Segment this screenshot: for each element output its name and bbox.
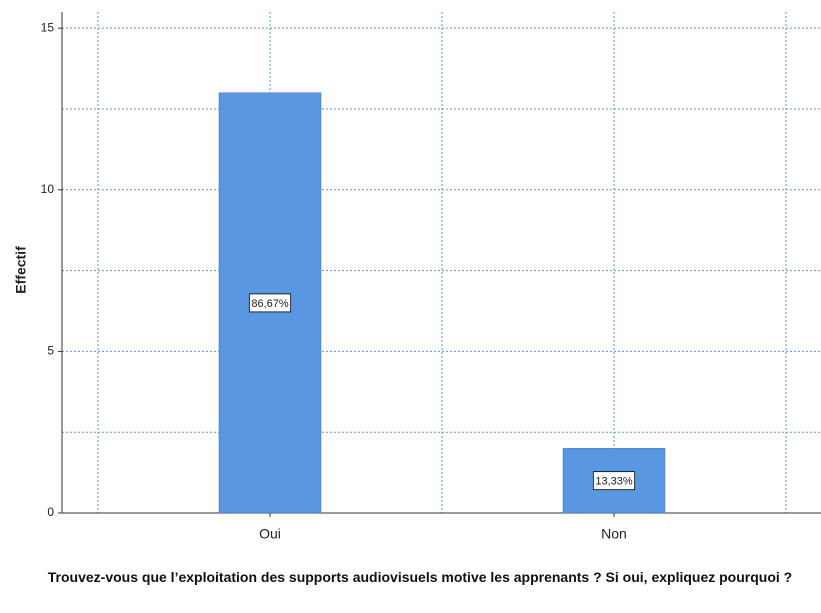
data-label-box <box>592 471 636 491</box>
y-tick-label: 0 <box>47 505 54 519</box>
x-tick-label: Non <box>601 526 627 542</box>
data-label: 13,33% <box>595 476 633 488</box>
chart: Effectif 0 5 10 15 Oui 86,67% Non 13,33% <box>13 12 821 542</box>
y-axis-label: Effectif <box>13 246 29 294</box>
y-tick-label: 10 <box>41 182 55 196</box>
y-tick-label: 5 <box>47 344 54 358</box>
y-tick-label: 15 <box>41 20 55 34</box>
x-axis-label: Trouvez-vous que l’exploitation des supp… <box>47 569 793 585</box>
x-tick-label: Oui <box>259 526 281 542</box>
data-label-box <box>248 293 292 313</box>
data-label: 86,67% <box>251 298 289 310</box>
